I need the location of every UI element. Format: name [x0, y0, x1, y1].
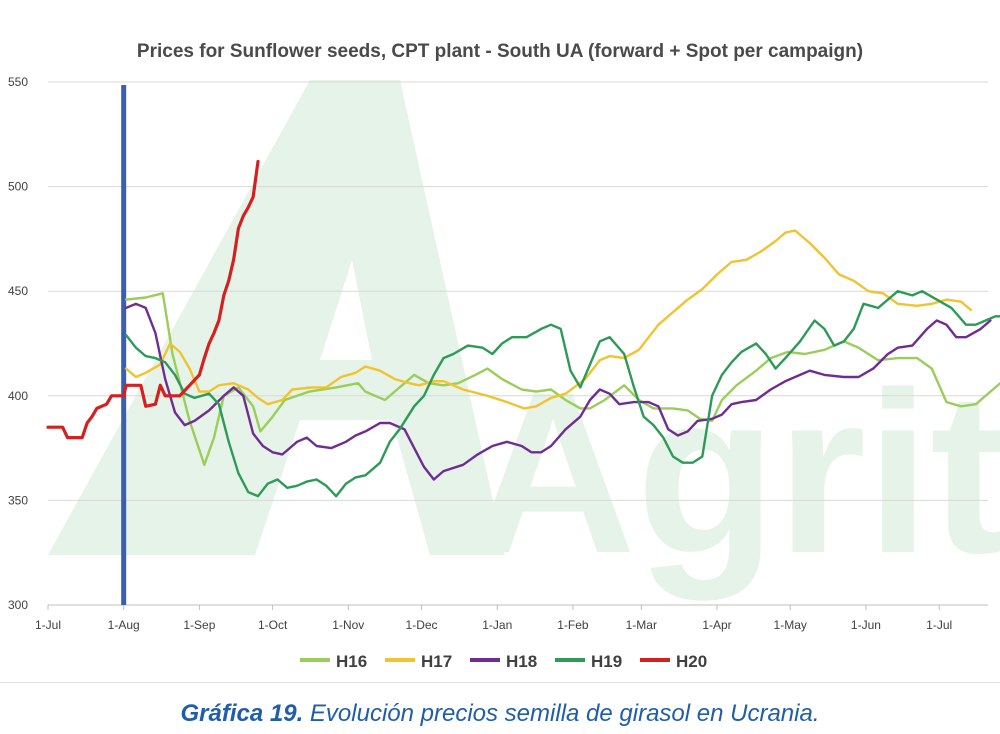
y-tick-label: 350 [8, 493, 28, 507]
series-line-h20 [46, 159, 260, 440]
agritel-watermark: Agritel [48, 80, 1000, 601]
legend-label-h19: H19 [591, 652, 622, 671]
x-tick-label: 1-Jun [851, 618, 881, 632]
y-tick-label: 300 [8, 598, 28, 612]
watermark-a-shape [48, 80, 505, 555]
x-tick-label: 1-Jul [926, 618, 952, 632]
figure-caption: Gráfica 19. Evolución precios semilla de… [0, 700, 1000, 728]
x-tick-label: 1-Oct [258, 618, 288, 632]
legend: H16 H17 H18 H19 H20 [300, 652, 707, 671]
watermark-text: Agritel [470, 344, 1000, 601]
caption-text: Evolución precios semilla de girasol en … [303, 700, 820, 727]
x-tick-label: 1-Dec [406, 618, 438, 632]
x-axis-tick-labels: 1-Jul 1-Aug 1-Sep 1-Oct 1-Nov 1-Dec 1-Jan 1-Feb… [35, 605, 952, 632]
y-tick-label: 400 [8, 389, 28, 403]
x-tick-label: 1-Apr [702, 618, 731, 632]
legend-label-h18: H18 [506, 652, 537, 671]
price-line-chart: Agritel Prices for Sunflower seeds, CPT … [8, 41, 1000, 671]
x-tick-label: 1-May [774, 618, 807, 632]
x-tick-label: 1-Sep [183, 618, 215, 632]
series-line-h17 [124, 229, 973, 410]
x-tick-label: 1-Aug [108, 618, 140, 632]
y-tick-label: 550 [8, 75, 28, 89]
series-line-h18 [124, 302, 992, 481]
y-tick-label: 450 [8, 284, 28, 298]
x-tick-label: 1-Mar [626, 618, 657, 632]
x-tick-label: 1-Jul [35, 618, 61, 632]
y-axis-tick-labels: 300 350 400 450 500 550 [8, 75, 28, 612]
x-tick-label: 1-Feb [557, 618, 589, 632]
y-tick-label: 500 [8, 180, 28, 194]
chart-frame: Agritel Prices for Sunflower seeds, CPT … [0, 41, 1000, 683]
legend-label-h20: H20 [676, 652, 707, 671]
series-lines [46, 159, 1000, 498]
chart-title: Prices for Sunflower seeds, CPT plant - … [137, 41, 863, 62]
x-tick-label: 1-Jan [482, 618, 512, 632]
caption-prefix: Gráfica 19. [180, 700, 304, 727]
watermark-a-hole [320, 260, 372, 360]
x-tick-label: 1-Nov [332, 618, 364, 632]
legend-label-h16: H16 [336, 652, 367, 671]
series-line-h19 [124, 290, 1000, 498]
legend-label-h17: H17 [421, 652, 452, 671]
